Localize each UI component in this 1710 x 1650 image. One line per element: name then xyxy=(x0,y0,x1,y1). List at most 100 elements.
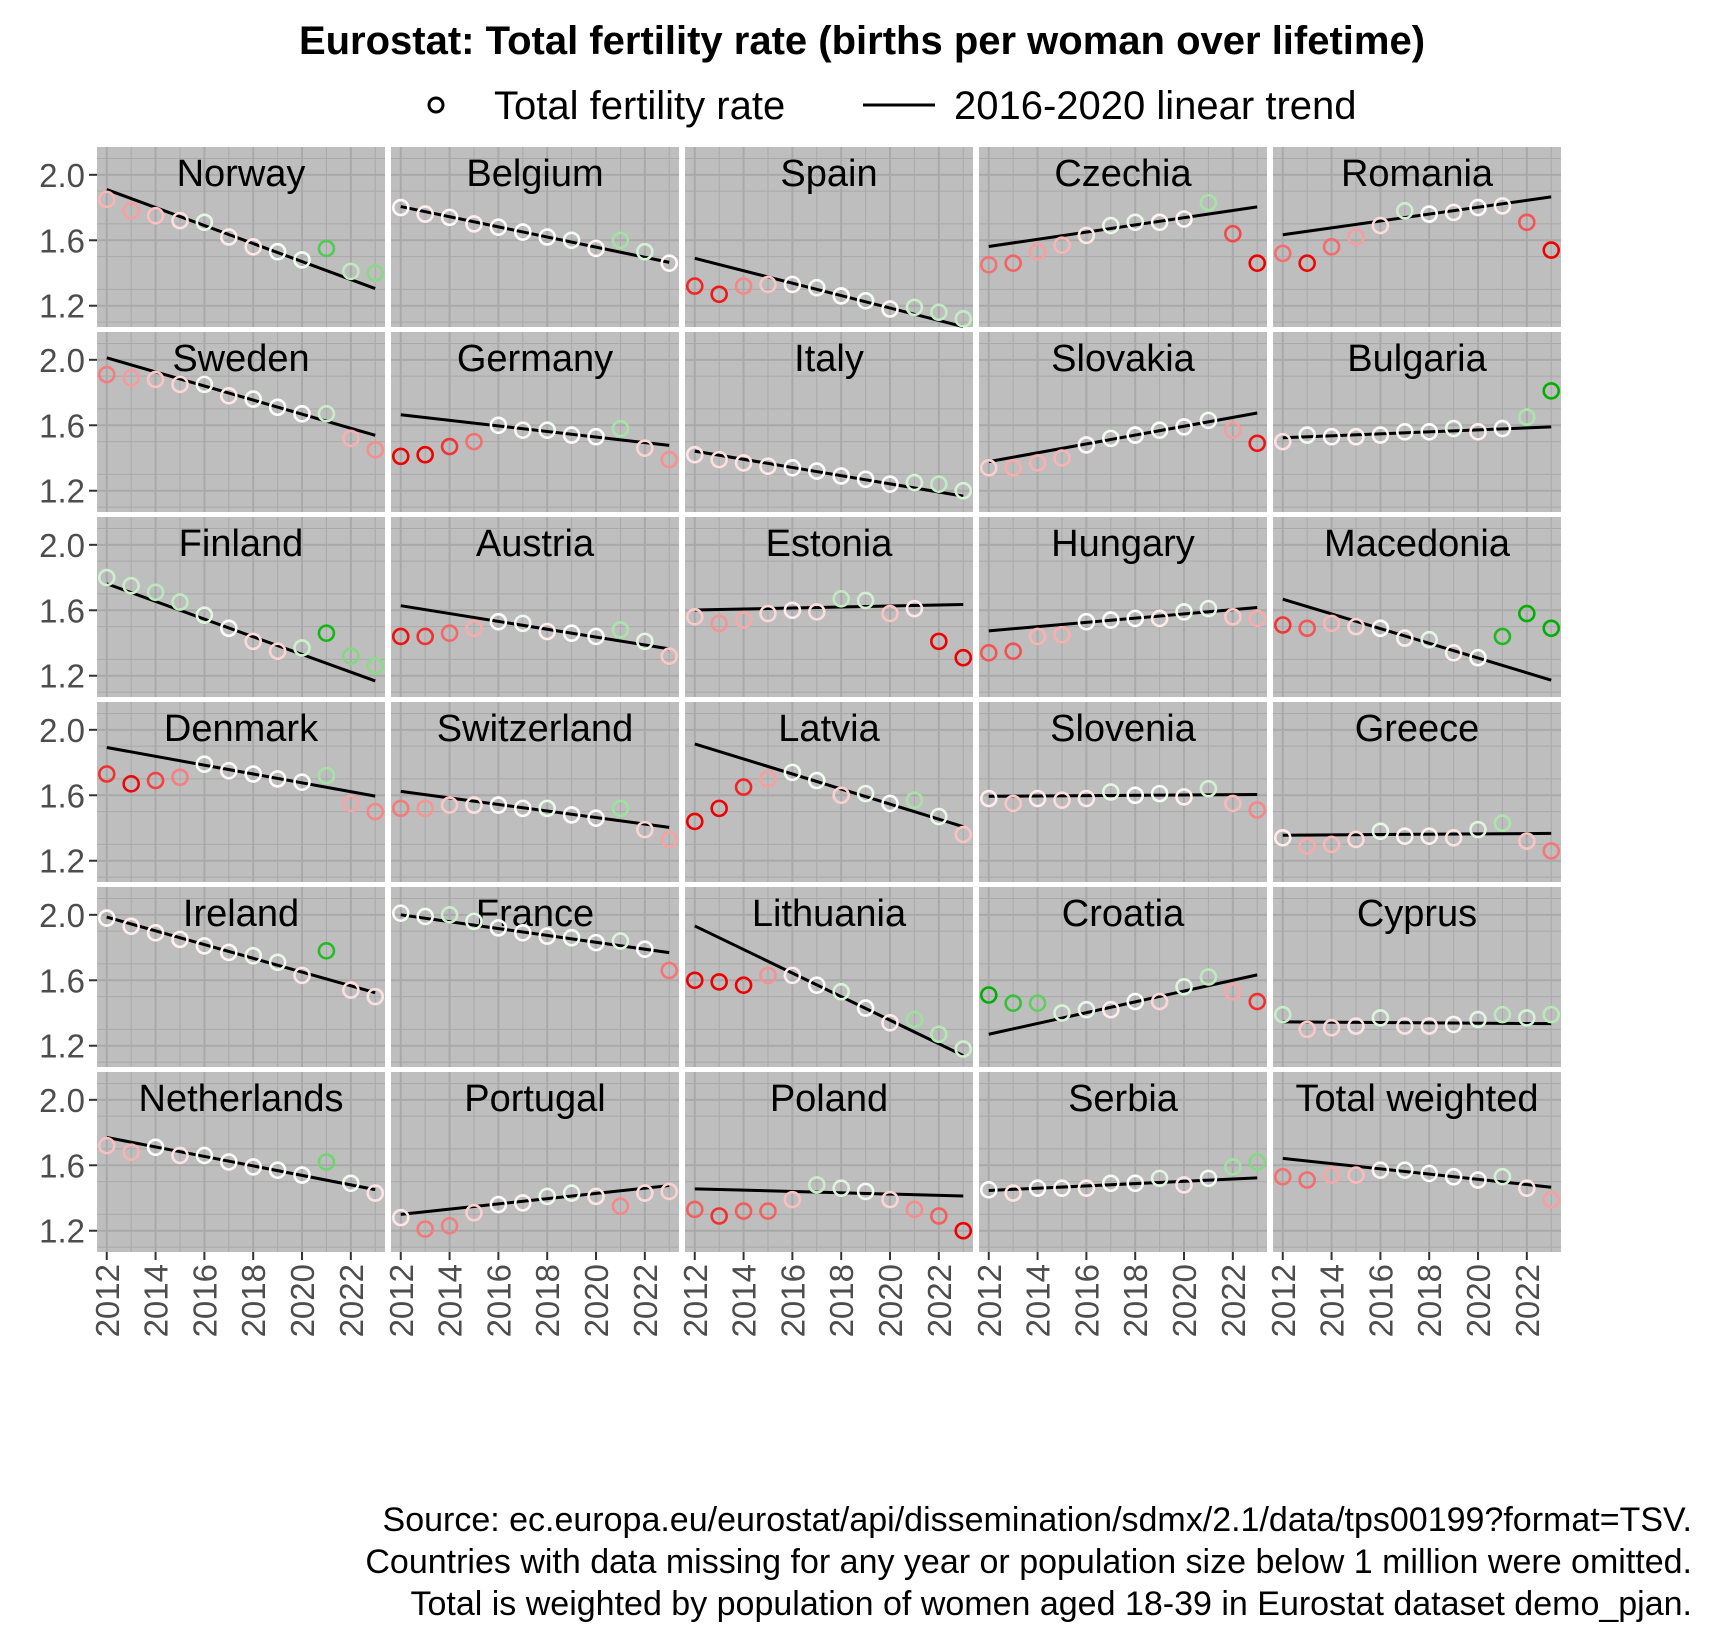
data-point xyxy=(1053,1004,1071,1022)
x-tick-label: 2020 xyxy=(578,1264,615,1337)
data-point xyxy=(440,624,459,642)
caption-line-3: Total is weighted by population of women… xyxy=(410,1585,1692,1623)
data-point xyxy=(1542,842,1561,860)
data-point xyxy=(832,467,851,485)
data-point xyxy=(954,1040,973,1058)
y-tick-label: 1.2 xyxy=(39,658,85,695)
data-point xyxy=(244,765,263,783)
data-point xyxy=(562,806,581,824)
panel-label: Slovenia xyxy=(1050,708,1197,750)
data-point xyxy=(1004,1184,1022,1202)
data-point xyxy=(122,202,140,220)
trend-line xyxy=(694,924,964,1057)
data-point xyxy=(219,228,238,246)
data-point xyxy=(1150,213,1169,232)
data-point xyxy=(317,1153,336,1171)
data-point xyxy=(366,987,385,1006)
data-point xyxy=(1298,1020,1316,1039)
panel-greece: Greece xyxy=(1273,702,1561,882)
panel-background xyxy=(979,1072,1267,1252)
x-axes: 2012 2014 2016 2018 2020 2022 2012 2014 2016 2018… xyxy=(89,1252,1546,1337)
data-point xyxy=(538,622,557,641)
data-point xyxy=(611,231,630,250)
data-point xyxy=(146,206,165,225)
panel-background xyxy=(97,1072,385,1252)
data-point xyxy=(1077,1179,1096,1197)
y-tick-label: 2.0 xyxy=(39,1082,85,1119)
data-point xyxy=(219,619,238,638)
panel-cyprus: Cyprus xyxy=(1273,887,1561,1067)
data-point xyxy=(1371,1009,1390,1027)
data-point xyxy=(489,218,508,236)
data-point xyxy=(710,614,728,633)
panel-finland: Finland xyxy=(97,517,385,697)
data-point xyxy=(1542,241,1561,259)
data-point xyxy=(685,971,704,990)
data-point xyxy=(1101,783,1120,801)
data-point xyxy=(636,632,654,651)
data-point xyxy=(1395,1161,1414,1179)
panel-background xyxy=(1273,702,1561,882)
data-point xyxy=(1053,626,1071,644)
data-point xyxy=(465,432,483,451)
panel-czechia: Czechia xyxy=(979,147,1267,327)
legend-point-icon xyxy=(427,96,445,114)
data-point xyxy=(783,459,802,477)
data-point xyxy=(1322,614,1341,633)
panel-label: Italy xyxy=(794,338,864,380)
data-point xyxy=(1248,1153,1267,1171)
data-point xyxy=(465,619,483,638)
data-point xyxy=(783,763,802,782)
data-point xyxy=(710,799,728,818)
data-point xyxy=(293,405,311,423)
trend-line xyxy=(988,792,1258,798)
data-point xyxy=(440,437,459,456)
data-point xyxy=(1347,427,1365,446)
data-point xyxy=(1518,604,1536,623)
y-tick-label: 1.2 xyxy=(39,1213,85,1250)
data-point xyxy=(1150,421,1169,439)
panel-poland: Poland xyxy=(685,1072,973,1252)
data-point xyxy=(979,644,998,662)
panel-background xyxy=(1273,887,1561,1067)
data-point xyxy=(1395,827,1414,845)
data-point xyxy=(1518,408,1536,426)
data-point xyxy=(562,426,581,444)
data-point xyxy=(1322,238,1341,256)
data-point xyxy=(342,429,360,448)
panel-background xyxy=(979,702,1267,882)
data-point xyxy=(1248,992,1267,1011)
data-point xyxy=(391,904,410,922)
panel-slovenia: Slovenia xyxy=(979,702,1267,882)
data-point xyxy=(807,976,826,994)
data-point xyxy=(195,606,214,624)
trend-line xyxy=(106,915,376,995)
data-point xyxy=(513,614,532,633)
data-point xyxy=(1224,1158,1242,1176)
data-point xyxy=(1298,619,1316,638)
data-point xyxy=(1298,837,1316,855)
data-point xyxy=(244,1158,263,1176)
data-point xyxy=(1469,423,1487,441)
panel-ireland: Ireland xyxy=(97,887,385,1067)
data-point xyxy=(146,771,165,790)
data-point xyxy=(97,568,116,587)
data-point xyxy=(1150,784,1169,803)
data-point xyxy=(416,1220,434,1238)
panel-slovakia: Slovakia xyxy=(979,332,1267,512)
data-point xyxy=(979,986,998,1004)
data-point xyxy=(268,398,287,417)
data-point xyxy=(513,421,532,439)
data-point xyxy=(1150,1169,1169,1188)
data-point xyxy=(832,786,851,805)
panel-label: Croatia xyxy=(1062,893,1185,935)
trend-line xyxy=(694,742,964,829)
x-tick-label: 2014 xyxy=(1020,1264,1057,1337)
data-point xyxy=(954,481,973,500)
data-point xyxy=(734,454,753,472)
data-point xyxy=(416,445,434,464)
data-point xyxy=(611,932,630,950)
panel-label: Germany xyxy=(457,338,613,380)
data-point xyxy=(1322,427,1341,446)
data-point xyxy=(979,1181,998,1199)
